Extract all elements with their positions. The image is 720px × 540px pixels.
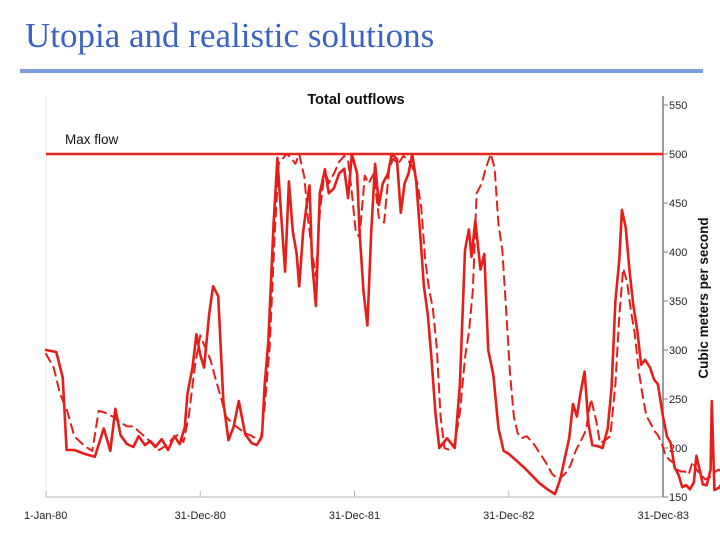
max-flow-label: Max flow (65, 132, 119, 147)
y-tick-label: 200 (669, 443, 687, 455)
x-tick-label: 1-Jan-80 (24, 510, 67, 522)
y-axis-label: Cubic meters per second (696, 217, 711, 378)
x-ticks: 1-Jan-80 31-Dec-80 31-Dec-81 31-Dec-82 31-De… (24, 491, 689, 522)
y-tick-label: 550 (669, 100, 687, 112)
y-tick-label: 400 (669, 247, 687, 259)
chart-title: Total outflows (307, 92, 404, 108)
title-divider (20, 69, 703, 73)
series (44, 152, 720, 496)
x-tick-label: 31-Dec-81 (329, 510, 380, 522)
y-tick-label: 250 (669, 394, 687, 406)
y-tick-label: 450 (669, 198, 687, 210)
y-tick-label: 500 (669, 149, 687, 161)
slide-title: Utopia and realistic solutions (25, 16, 435, 55)
y-tick-label: 150 (669, 492, 687, 504)
dashed-series-line (45, 153, 720, 481)
x-tick-label: 31-Dec-83 (638, 510, 689, 522)
y-tick-label: 300 (669, 345, 687, 357)
x-tick-label: 31-Dec-80 (175, 510, 226, 522)
y-ticks: 150 200 250 300 350 400 450 500 550 (663, 100, 687, 504)
y-tick-label: 350 (669, 296, 687, 308)
x-tick-label: 31-Dec-82 (483, 510, 534, 522)
